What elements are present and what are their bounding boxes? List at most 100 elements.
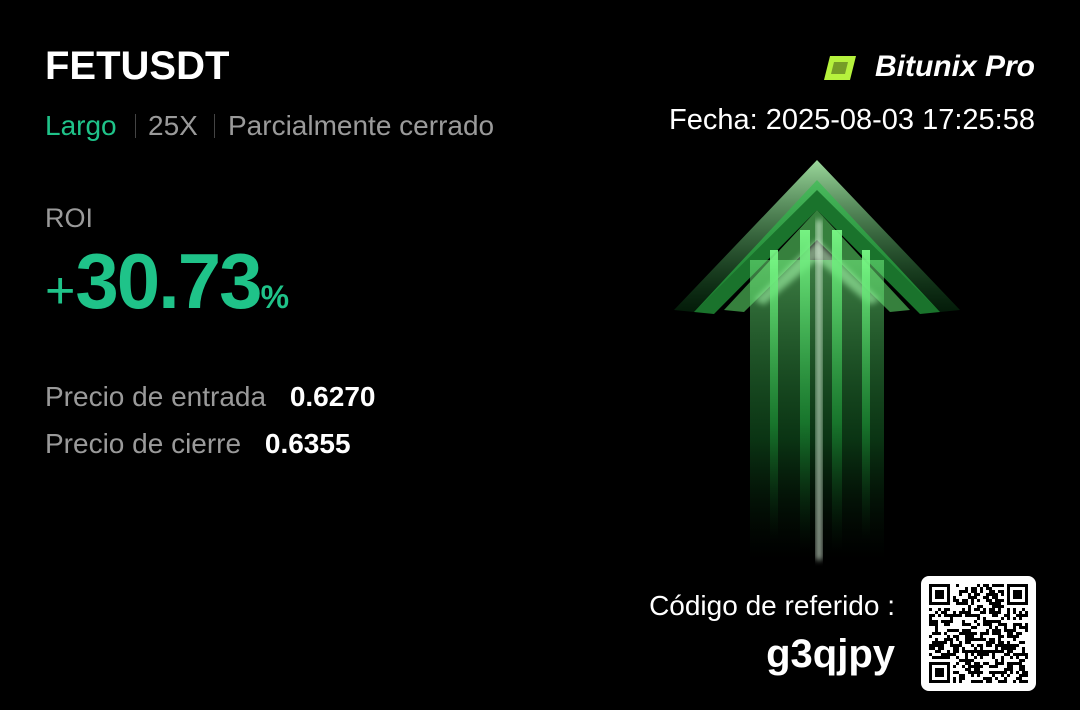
qr-module	[965, 632, 968, 635]
qr-module	[932, 647, 935, 650]
qr-module	[1019, 659, 1022, 662]
qr-module	[1016, 623, 1019, 626]
qr-module	[977, 671, 980, 674]
qr-module	[995, 650, 998, 653]
qr-module	[1001, 647, 1004, 650]
qr-module	[974, 662, 977, 665]
qr-module	[998, 680, 1001, 683]
qr-module	[989, 665, 992, 668]
qr-module	[968, 650, 971, 653]
qr-module	[986, 662, 989, 665]
qr-module	[1019, 614, 1022, 617]
roi: +30.73%	[45, 236, 289, 327]
qr-module	[935, 629, 938, 632]
qr-module	[995, 605, 998, 608]
qr-module	[1013, 590, 1022, 599]
qr-module	[1007, 641, 1010, 644]
qr-module	[989, 587, 992, 590]
qr-module	[968, 605, 971, 608]
qr-module	[950, 629, 953, 632]
qr-module	[992, 620, 995, 623]
qr-module	[1016, 644, 1019, 647]
qr-module	[986, 629, 989, 632]
qr-module	[1025, 614, 1028, 617]
qr-module	[953, 629, 956, 632]
qr-module	[1001, 599, 1004, 602]
qr-module	[938, 608, 941, 611]
qr-module	[953, 647, 956, 650]
qr-module	[1001, 590, 1004, 593]
qr-module	[965, 635, 968, 638]
qr-module	[968, 641, 971, 644]
qr-module	[989, 590, 992, 593]
qr-module	[1022, 680, 1025, 683]
qr-module	[1016, 632, 1019, 635]
qr-module	[980, 638, 983, 641]
qr-module	[992, 590, 995, 593]
qr-module	[1010, 665, 1013, 668]
price-label: Precio de entrada	[45, 381, 267, 412]
qr-module	[959, 641, 962, 644]
qr-module	[992, 650, 995, 653]
qr-module	[974, 596, 977, 599]
qr-module	[1010, 668, 1013, 671]
qr-module	[986, 596, 989, 599]
qr-module	[1010, 650, 1013, 653]
qr-module	[953, 677, 956, 680]
qr-module	[959, 677, 962, 680]
qr-module	[1007, 662, 1010, 665]
price-row: Precio de entrada 0.6270	[45, 381, 375, 413]
qr-module	[1022, 668, 1025, 671]
qr-module	[968, 665, 971, 668]
roi-value: 30.73	[75, 237, 262, 325]
qr-module	[947, 614, 950, 617]
qr-module	[956, 629, 959, 632]
qr-module	[935, 644, 938, 647]
qr-module	[953, 650, 956, 653]
qr-module	[1004, 653, 1007, 656]
price-label: Precio de cierre	[45, 428, 242, 459]
qr-module	[992, 602, 995, 605]
qr-module	[1001, 644, 1004, 647]
qr-module	[1010, 671, 1013, 674]
qr-module	[974, 620, 977, 623]
qr-module	[983, 584, 986, 587]
qr-module	[950, 620, 953, 623]
referral-label: Código de referido :	[649, 590, 895, 621]
qr-module	[953, 614, 956, 617]
brand-logo	[824, 56, 856, 80]
qr-module	[932, 632, 935, 635]
qr-module	[935, 638, 938, 641]
qr-module	[995, 611, 998, 614]
qr-module	[971, 602, 974, 605]
qr-module	[992, 629, 995, 632]
qr-module	[980, 671, 983, 674]
qr-module	[935, 626, 938, 629]
qr-module	[968, 662, 971, 665]
qr-module	[974, 593, 977, 596]
qr-module	[974, 608, 977, 611]
qr-module	[989, 623, 992, 626]
qr-module	[944, 638, 947, 641]
qr-module	[965, 602, 968, 605]
qr-module	[995, 665, 998, 668]
qr-module	[986, 641, 989, 644]
qr-module	[965, 590, 968, 593]
qr-module	[965, 623, 968, 626]
qr-module	[983, 620, 986, 623]
qr-module	[1007, 674, 1010, 677]
qr-module	[1019, 641, 1022, 644]
leverage: 25X	[148, 110, 198, 141]
qr-module	[929, 644, 932, 647]
qr-module	[1022, 665, 1025, 668]
qr-module	[1025, 653, 1028, 656]
qr-module	[974, 638, 977, 641]
qr-module	[965, 638, 968, 641]
qr-module	[947, 656, 950, 659]
qr-module	[968, 638, 971, 641]
qr-module	[947, 608, 950, 611]
qr-module	[971, 674, 974, 677]
qr-module	[1010, 635, 1013, 638]
qr-module	[1016, 653, 1019, 656]
qr-module	[1010, 647, 1013, 650]
